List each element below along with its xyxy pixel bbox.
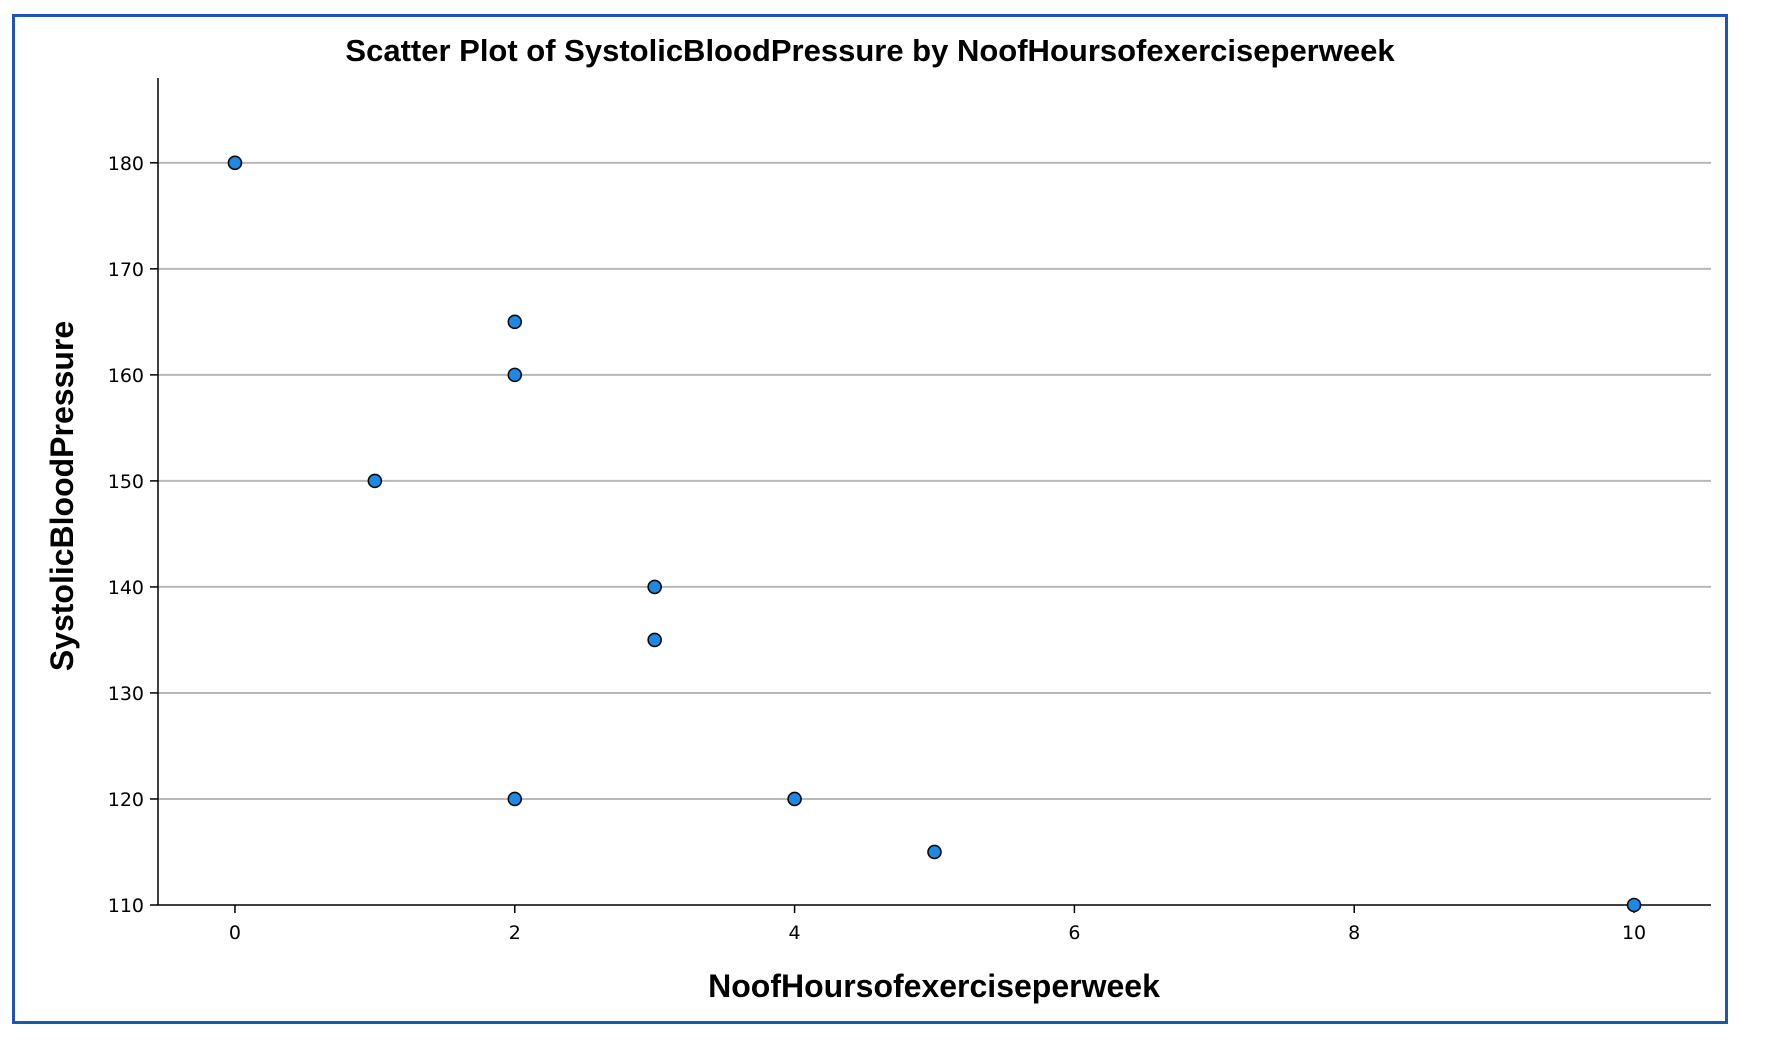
scatter-point [507, 367, 523, 383]
y-tick-label: 120 [108, 789, 144, 811]
scatter-point [1626, 897, 1642, 913]
x-axis-title: NoofHoursofexerciseperweek [708, 968, 1160, 1004]
x-tick-label: 6 [1068, 922, 1080, 944]
data-points [227, 155, 1642, 913]
scatter-point [367, 473, 383, 489]
scatter-point [507, 314, 523, 330]
x-tick-label: 4 [789, 922, 801, 944]
y-axis-title: SystolicBloodPressure [44, 321, 80, 671]
scatter-point [647, 632, 662, 648]
scatter-point [647, 579, 662, 595]
scatter-point [507, 791, 523, 807]
chart-title: Scatter Plot of SystolicBloodPressure by… [345, 33, 1395, 68]
scatter-point [227, 155, 243, 171]
y-tick-label: 150 [108, 471, 144, 493]
y-tick-label: 130 [108, 683, 144, 705]
grid-lines [158, 161, 1711, 800]
scatter-point [787, 791, 802, 807]
scatter-point [927, 844, 942, 860]
y-tick-label: 160 [108, 365, 144, 387]
x-tick-label: 2 [509, 922, 521, 944]
x-tick-label: 8 [1348, 922, 1360, 944]
chart-frame [12, 14, 1728, 1024]
x-tick-label: 10 [1622, 922, 1646, 944]
tick-labels: 110 120 130 140 150 160 170 180 0 2 4 6 8 10 [108, 153, 1646, 944]
x-tick-label: 0 [229, 922, 241, 944]
y-tick-label: 180 [108, 153, 144, 175]
y-tick-label: 170 [108, 259, 144, 281]
y-tick-label: 140 [108, 577, 144, 599]
y-tick-label: 110 [108, 895, 144, 917]
axes [150, 78, 1711, 913]
